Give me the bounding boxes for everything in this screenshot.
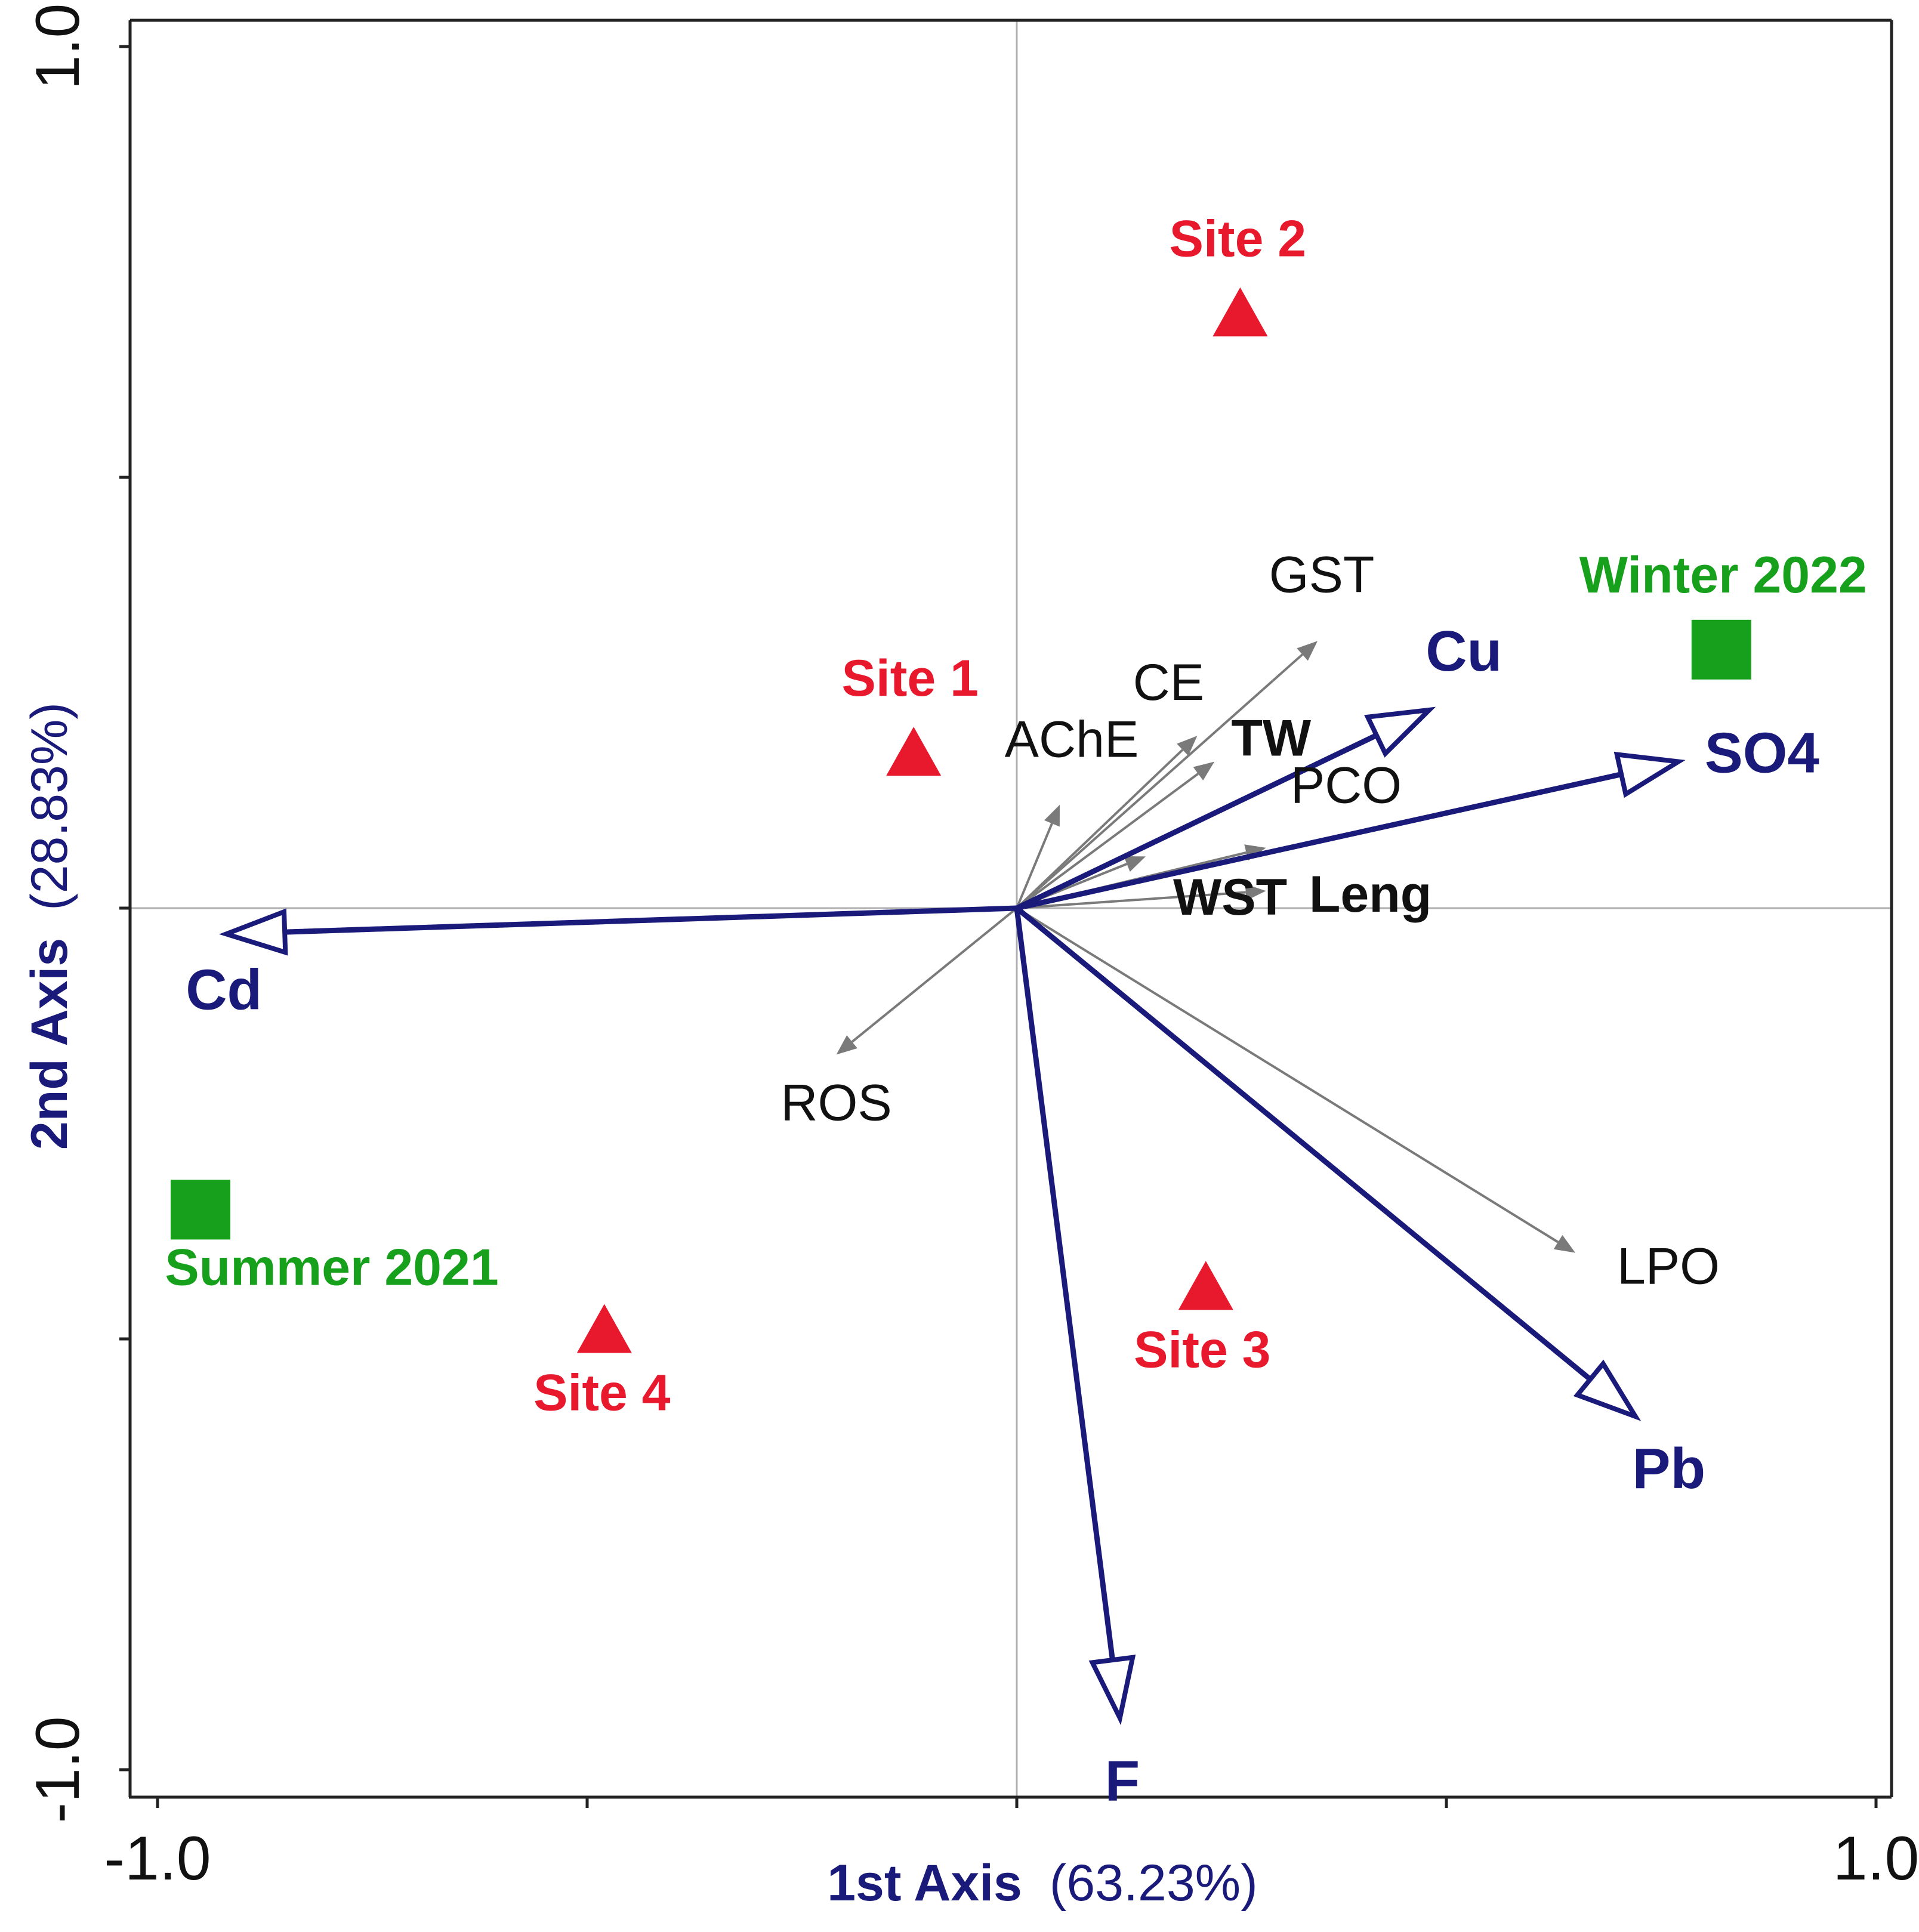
env-label-cd: Cd [186,958,262,1021]
site-marker-site-4 [576,1304,632,1353]
site-marker-site-3 [1178,1261,1233,1310]
axis-ticks: -1.0 1.0 -1.0 1.0 [23,4,1919,1893]
response-vector-tw [1016,761,1215,909]
y-axis-title: 2nd Axis (28.83%) [21,702,78,1150]
sample-points [171,287,1751,1353]
x-axis-title: 1st Axis (63.23%) [827,1854,1258,1912]
x-axis-title-bold: 1st Axis [827,1854,1022,1912]
environmental-vectors [219,706,1686,1726]
response-label-gst: GST [1269,546,1375,603]
response-vector-ros [836,907,1018,1055]
env-label-f: F [1104,1749,1140,1813]
y-tick-label: 1.0 [23,4,92,90]
response-label-ros: ROS [780,1074,891,1131]
response-label-lpo: LPO [1617,1238,1720,1295]
site-label-site-2: Site 2 [1170,211,1306,268]
season-marker-winter-2022 [1691,619,1751,680]
response-vector-leng [1016,884,1266,909]
site-label-site-4: Site 4 [533,1365,671,1422]
response-label-ce: CE [1133,654,1204,711]
env-vector-cd [219,905,1020,956]
point-labels: Cd Cu SO4 Pb F GST CE TW AChE PCO Leng WST ROS LPO Sit… [165,211,1866,1813]
y-tick-label: -1.0 [23,1716,92,1823]
response-label-wst: WST [1173,869,1287,926]
env-vector-cu [1014,706,1436,911]
env-label-so4: SO4 [1705,721,1819,785]
season-marker-summer-2021 [171,1180,230,1240]
x-axis-title-percent: (63.23%) [1050,1854,1258,1912]
response-vector-ce [1016,736,1198,909]
response-label-pco: PCO [1291,757,1402,814]
env-vector-pb [1014,905,1642,1421]
env-vector-so4 [1014,751,1686,911]
response-vector-ache [1016,804,1060,909]
response-vectors [836,641,1575,1253]
response-vector-lpo [1016,907,1575,1253]
env-label-pb: Pb [1632,1437,1705,1501]
season-label-summer-2021: Summer 2021 [165,1239,498,1296]
response-label-ache: AChE [1005,711,1139,769]
y-axis-title-bold: 2nd Axis [21,938,78,1150]
response-label-tw: TW [1231,710,1312,767]
site-label-site-1: Site 1 [841,650,978,707]
y-axis-title-percent: (28.83%) [21,702,78,911]
x-tick-label: -1.0 [104,1824,211,1893]
response-label-leng: Leng [1309,866,1431,923]
site-label-site-3: Site 3 [1134,1321,1270,1378]
env-vector-f [1014,905,1136,1726]
site-marker-site-1 [886,727,942,776]
site-marker-site-2 [1213,287,1268,337]
x-tick-label: 1.0 [1833,1824,1919,1893]
response-vector-gst [1016,641,1318,909]
season-label-winter-2022: Winter 2022 [1579,547,1867,604]
env-label-cu: Cu [1426,619,1502,683]
